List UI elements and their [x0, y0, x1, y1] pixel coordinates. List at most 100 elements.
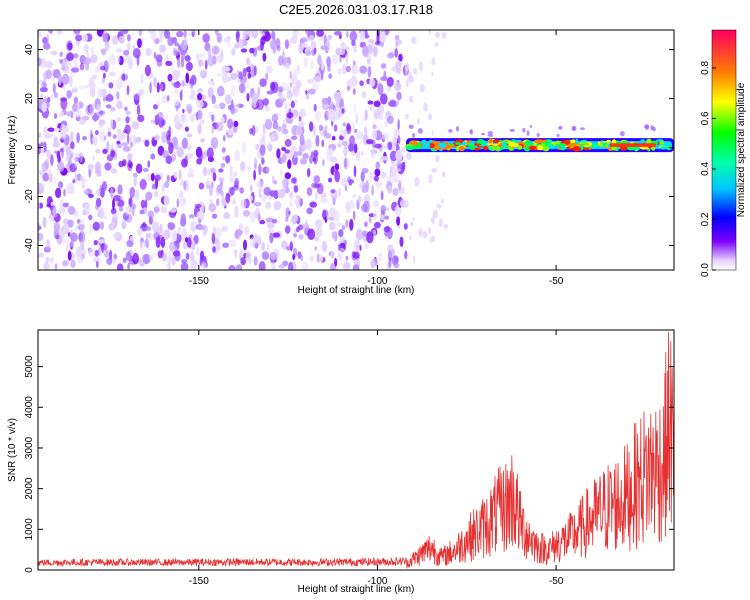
noise-speckle	[223, 212, 231, 219]
signal-blob	[499, 139, 503, 143]
noise-speckle	[184, 55, 191, 62]
noise-speckle	[355, 113, 359, 125]
noise-speckle	[83, 57, 92, 65]
noise-speckle	[281, 81, 289, 90]
noise-speckle	[80, 248, 87, 257]
noise-speckle	[113, 194, 121, 202]
noise-speckle	[265, 201, 272, 209]
noise-speckle	[180, 262, 189, 270]
noise-speckle	[153, 52, 157, 59]
noise-speckle	[202, 33, 210, 43]
noise-speckle	[222, 67, 231, 72]
noise-speckle	[182, 108, 185, 114]
noise-speckle	[74, 173, 78, 184]
noise-speckle	[137, 114, 145, 123]
noise-speckle	[84, 62, 90, 71]
snr-ytick-label: 5000	[24, 355, 35, 378]
noise-speckle	[353, 103, 356, 114]
noise-speckle	[339, 135, 345, 141]
noise-speckle	[265, 72, 269, 81]
noise-speckle	[248, 257, 252, 265]
noise-speckle	[200, 119, 205, 125]
noise-speckle	[217, 72, 222, 78]
signal-blob	[606, 139, 611, 143]
noise-speckle	[397, 179, 403, 184]
noise-speckle	[110, 150, 116, 158]
noise-speckle	[218, 177, 225, 183]
noise-speckle	[126, 85, 130, 96]
noise-speckle	[240, 75, 248, 84]
noise-speckle	[441, 171, 446, 178]
noise-speckle	[273, 180, 277, 185]
noise-speckle	[70, 259, 76, 269]
noise-speckle	[168, 250, 172, 263]
noise-speckle	[187, 144, 192, 151]
noise-speckle	[209, 198, 213, 205]
noise-speckle	[344, 53, 349, 65]
signal-halo	[572, 125, 576, 131]
noise-speckle	[100, 187, 105, 198]
noise-speckle	[239, 187, 244, 194]
noise-speckle	[65, 145, 71, 156]
noise-speckle	[409, 221, 414, 227]
noise-speckle	[76, 132, 80, 144]
noise-speckle	[343, 147, 347, 155]
noise-speckle	[272, 232, 281, 238]
signal-blob	[466, 143, 472, 146]
noise-speckle	[101, 48, 107, 56]
noise-speckle	[300, 113, 304, 118]
noise-speckle	[284, 225, 291, 234]
spectrogram-ytick-label: 20	[24, 93, 35, 105]
noise-speckle	[62, 239, 70, 244]
noise-speckle	[394, 205, 402, 216]
signal-blob	[468, 144, 476, 150]
noise-speckle	[167, 222, 176, 231]
signal-halo	[558, 125, 563, 130]
noise-speckle	[73, 96, 79, 105]
noise-speckle	[153, 76, 157, 88]
noise-speckle	[366, 58, 371, 65]
noise-speckle	[116, 263, 124, 270]
noise-speckle	[67, 42, 73, 51]
noise-speckle	[320, 70, 324, 81]
noise-speckle	[373, 109, 381, 119]
noise-speckle	[247, 72, 252, 79]
noise-speckle	[373, 210, 377, 221]
noise-speckle	[291, 75, 296, 85]
noise-speckle	[314, 246, 317, 251]
noise-speckle	[133, 175, 137, 187]
noise-speckle	[112, 35, 119, 45]
noise-speckle	[362, 230, 367, 237]
noise-speckle	[405, 113, 409, 120]
noise-speckle	[387, 185, 393, 194]
noise-speckle	[95, 261, 99, 269]
noise-speckle	[187, 173, 195, 178]
noise-speckle	[246, 92, 250, 102]
noise-speckle	[109, 106, 116, 112]
noise-speckle	[240, 198, 247, 209]
noise-speckle	[259, 78, 267, 87]
noise-speckle	[47, 96, 51, 103]
noise-speckle	[197, 225, 206, 231]
noise-speckle	[90, 54, 98, 64]
noise-speckle	[368, 217, 372, 222]
signal-blob	[421, 139, 427, 144]
noise-speckle	[431, 167, 438, 173]
noise-speckle	[305, 30, 312, 35]
signal-blob	[651, 146, 656, 151]
signal-halo	[417, 128, 423, 134]
noise-speckle	[284, 102, 289, 115]
noise-speckle	[293, 233, 297, 238]
noise-speckle	[67, 205, 76, 215]
noise-speckle	[152, 104, 158, 110]
signal-halo	[487, 134, 494, 137]
noise-speckle	[176, 30, 184, 38]
signal-blob	[438, 142, 447, 148]
noise-speckle	[316, 30, 325, 37]
noise-speckle	[434, 42, 439, 47]
noise-speckle	[123, 49, 130, 56]
noise-speckle	[181, 158, 188, 168]
noise-speckle	[129, 207, 132, 214]
noise-speckle	[61, 73, 70, 85]
noise-speckle	[348, 143, 355, 152]
